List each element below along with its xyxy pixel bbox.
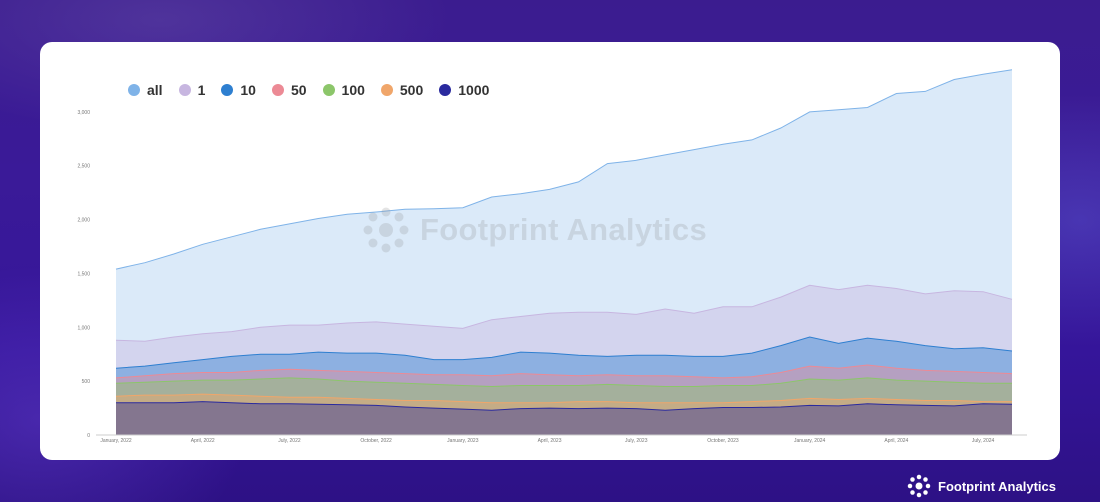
legend-item-1000[interactable]: 1000 <box>439 82 489 98</box>
series-line-100 <box>115 377 1012 388</box>
x-tick-label: October, 2023 <box>707 438 739 444</box>
y-tick-label: 1,500 <box>77 271 90 277</box>
series-line-10 <box>115 336 1013 369</box>
legend-label: all <box>147 82 163 98</box>
area-series-1 <box>116 285 1012 435</box>
legend-item-500[interactable]: 500 <box>380 82 424 98</box>
y-tick-label: 500 <box>82 379 91 385</box>
series-line-500 <box>115 393 1012 404</box>
chart-legend: all 1 10 50 100 500 1000 <box>128 82 505 98</box>
series-line-1 <box>115 284 1013 342</box>
legend-swatch <box>439 84 452 96</box>
x-tick-label: April, 2022 <box>191 438 215 444</box>
y-tick-label: 2,000 <box>77 218 90 224</box>
y-tick-label: 1,000 <box>77 325 90 331</box>
x-tick-label: July, 2023 <box>625 438 648 444</box>
legend-item-1[interactable]: 1 <box>178 82 206 98</box>
legend-item-100[interactable]: 100 <box>322 82 365 98</box>
x-tick-label: July, 2022 <box>278 438 301 444</box>
legend-item-50[interactable]: 50 <box>271 82 307 98</box>
chart-card: 0 500 1,000 1,500 2,000 2,500 3,000 January, 20… <box>40 42 1060 460</box>
area-chart: 0 500 1,000 1,500 2,000 2,500 3,000 January, 20… <box>77 69 1027 444</box>
x-tick-label: January, 2024 <box>794 438 826 444</box>
x-tick-label: July, 2024 <box>972 438 995 444</box>
legend-swatch <box>322 84 335 96</box>
legend-swatch <box>178 84 191 96</box>
legend-swatch <box>271 84 284 96</box>
area-series-group <box>115 69 1013 436</box>
x-tick-label: April, 2023 <box>538 438 562 444</box>
footprint-logo-icon <box>907 474 931 498</box>
y-tick-label: 3,000 <box>77 110 90 116</box>
series-line-50 <box>115 364 1013 379</box>
x-tick-label: January, 2022 <box>100 438 132 444</box>
legend-item-10[interactable]: 10 <box>221 82 256 98</box>
legend-label: 100 <box>341 82 365 98</box>
area-series-100 <box>116 377 1012 435</box>
legend-swatch <box>221 84 234 96</box>
legend-label: 500 <box>399 82 424 98</box>
series-line-all <box>115 69 1013 270</box>
series-line-1000 <box>116 401 1013 411</box>
brand-logo: Footprint Analytics <box>905 472 1056 500</box>
x-tick-label: October, 2022 <box>360 438 392 444</box>
legend-label: 1 <box>197 82 206 98</box>
legend-label: 1000 <box>458 82 490 98</box>
legend-item-all[interactable]: all <box>128 82 163 98</box>
legend-label: 50 <box>290 82 307 98</box>
brand-name: Footprint Analytics <box>938 478 1056 494</box>
legend-swatch <box>380 84 393 96</box>
x-tick-label: April, 2024 <box>884 438 908 444</box>
x-tick-label: January, 2023 <box>447 438 479 444</box>
area-series-1000 <box>116 401 1012 435</box>
legend-swatch <box>128 84 140 96</box>
y-tick-label: 0 <box>87 433 90 439</box>
y-tick-label: 2,500 <box>77 164 90 170</box>
legend-label: 10 <box>240 82 256 98</box>
